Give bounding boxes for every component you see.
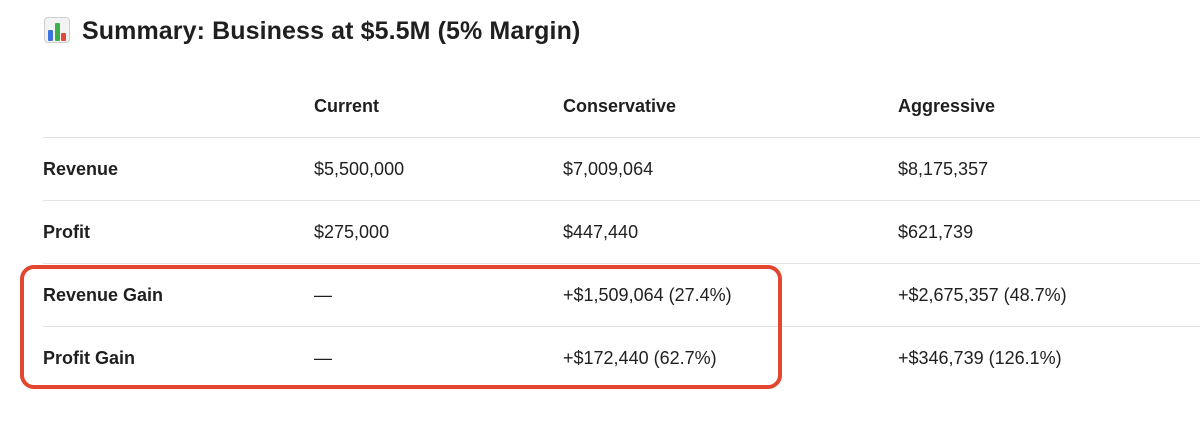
cell-conservative: $447,440: [563, 222, 639, 242]
header-cell-current: Current: [314, 96, 380, 116]
row-label: Profit: [43, 222, 90, 242]
table-row-profit: Profit $275,000 $447,440 $621,739: [43, 201, 1200, 264]
row-label: Revenue Gain: [43, 285, 164, 305]
row-label: Profit Gain: [43, 348, 136, 368]
cell-aggressive: +$2,675,357 (48.7%): [898, 285, 1067, 305]
header-cell-conservative: Conservative: [563, 96, 677, 116]
cell-conservative: +$1,509,064 (27.4%): [563, 285, 732, 305]
table-row-revenue: Revenue $5,500,000 $7,009,064 $8,175,357: [43, 138, 1200, 201]
bar-chart-emoji-icon: [44, 17, 72, 45]
cell-current: —: [314, 285, 332, 305]
row-label: Revenue: [43, 159, 119, 179]
cell-conservative: $7,009,064: [563, 159, 654, 179]
summary-heading: Summary: Business at $5.5M (5% Margin): [44, 14, 580, 48]
cell-current: $5,500,000: [314, 159, 405, 179]
cell-aggressive: $621,739: [898, 222, 974, 242]
table-row-profit-gain: Profit Gain — +$172,440 (62.7%) +$346,73…: [43, 327, 1200, 390]
cell-current: $275,000: [314, 222, 390, 242]
summary-table: Current Conservative Aggressive Revenue …: [43, 75, 1200, 390]
table-header-row: Current Conservative Aggressive: [43, 75, 1200, 138]
page-title: Summary: Business at $5.5M (5% Margin): [82, 16, 581, 45]
cell-current: —: [314, 348, 332, 368]
cell-conservative: +$172,440 (62.7%): [563, 348, 717, 368]
table-row-revenue-gain: Revenue Gain — +$1,509,064 (27.4%) +$2,6…: [43, 264, 1200, 327]
cell-aggressive: $8,175,357: [898, 159, 989, 179]
header-cell-aggressive: Aggressive: [898, 96, 996, 116]
cell-aggressive: +$346,739 (126.1%): [898, 348, 1062, 368]
